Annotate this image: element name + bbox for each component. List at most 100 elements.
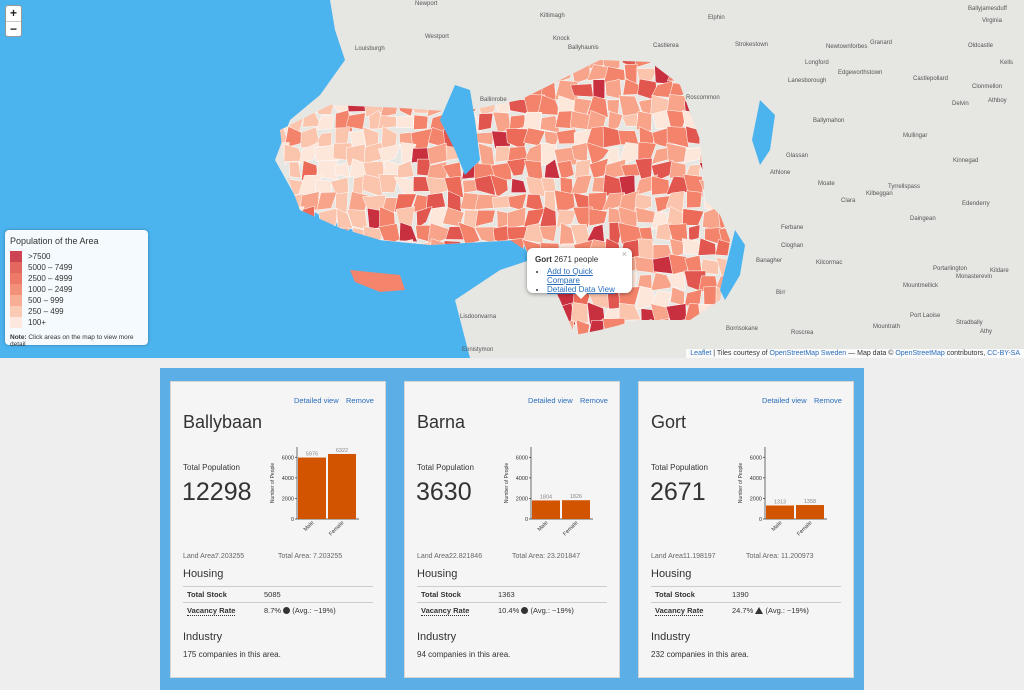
map-area xyxy=(618,302,642,321)
legend-item: 2500 – 4999 xyxy=(10,273,143,284)
map-area xyxy=(666,271,686,291)
map-area xyxy=(554,110,576,130)
stock-value: 1390 xyxy=(732,590,749,599)
attr-link[interactable]: OpenStreetMap Sweden xyxy=(769,350,847,357)
y-tick-label: 6000 xyxy=(282,455,294,461)
place-label: Stradbally xyxy=(956,320,983,326)
y-tick-label: 4000 xyxy=(516,476,528,482)
y-tick-label: 6000 xyxy=(516,455,528,461)
map-area xyxy=(351,174,366,198)
population-chart: 0 2000 4000 6000 Number of People 1804 Male 182… xyxy=(504,447,593,537)
map[interactable]: Newport Kiltimagh Knock Ballyhaunis Castlere… xyxy=(0,0,1024,358)
detailed-link[interactable]: Detailed view xyxy=(528,396,573,405)
popup-close[interactable]: × xyxy=(621,249,627,259)
place-label: Mullingar xyxy=(903,133,927,139)
legend-item: 500 – 999 xyxy=(10,295,143,306)
vacancy-average: (Avg.: ~19%) xyxy=(530,606,574,615)
land-area-label: Land Area: xyxy=(183,553,217,560)
place-label: Kiltimagh xyxy=(540,13,565,19)
vacancy-label: Vacancy Rate xyxy=(187,606,236,616)
map-area xyxy=(570,174,593,196)
legend-item: 1000 – 2499 xyxy=(10,284,143,295)
map-area xyxy=(288,161,302,179)
place-label: Oldcastle xyxy=(968,43,994,49)
popup-text: 2671 people xyxy=(554,255,599,264)
legend-label: 500 – 999 xyxy=(28,296,64,305)
place-label: Ennistymon xyxy=(462,347,493,353)
note-text: Click areas on the map to view more deta… xyxy=(10,334,134,348)
map-area xyxy=(477,113,494,131)
popup-link[interactable]: Add to Quick Compare xyxy=(547,267,593,285)
attr-link[interactable]: OpenStreetMap xyxy=(895,350,945,357)
map-area xyxy=(585,141,610,166)
place-label: Roscommon xyxy=(686,95,720,101)
industry-text: 232 companies in this area. xyxy=(651,650,749,659)
x-tick-label: Female xyxy=(796,520,813,537)
area-card: Detailed view Remove Barna Total Population… xyxy=(404,381,620,678)
zoom-control: + − xyxy=(5,5,22,37)
area-name: Ballybaan xyxy=(183,412,263,432)
population-chart: 0 2000 4000 6000 Number of People 1313 Male 135… xyxy=(738,447,827,537)
vacancy-row: 8.7% (Avg.: ~19%) xyxy=(264,606,336,615)
vacancy-label: Vacancy Rate xyxy=(655,606,704,616)
zoom-in[interactable]: + xyxy=(9,6,17,20)
detailed-link[interactable]: Detailed view xyxy=(294,396,339,405)
place-label: Castlepollard xyxy=(913,76,948,82)
y-tick-label: 4000 xyxy=(750,476,762,482)
remove-link[interactable]: Remove xyxy=(346,396,374,405)
popup-link[interactable]: Detailed Data View xyxy=(547,285,615,294)
remove-link[interactable]: Remove xyxy=(814,396,842,405)
place-label: Clonmellon xyxy=(972,84,1002,90)
map-area xyxy=(636,67,659,83)
stock-value: 1363 xyxy=(498,590,515,599)
remove-link[interactable]: Remove xyxy=(580,396,608,405)
map-area xyxy=(457,221,481,245)
y-axis-label: Number of People xyxy=(738,463,744,504)
value-label: 1804 xyxy=(540,494,552,500)
map-area xyxy=(395,115,414,129)
place-label: Roscrea xyxy=(791,330,814,336)
place-label: Port Laoise xyxy=(910,313,941,319)
legend-swatch xyxy=(10,273,22,284)
land-area-value: 11.198197 xyxy=(683,553,716,560)
map-area xyxy=(506,157,527,177)
check-icon xyxy=(283,607,291,614)
y-axis-label: Number of People xyxy=(270,463,276,504)
zoom-out[interactable]: − xyxy=(6,21,21,36)
place-label: Elphin xyxy=(708,15,725,21)
island xyxy=(350,270,405,292)
y-tick-label: 2000 xyxy=(750,496,762,502)
attribution: Leaflet | Tiles courtesy of OpenStreetMa… xyxy=(686,349,1024,358)
map-area xyxy=(416,205,433,229)
legend-swatch xyxy=(10,306,22,317)
bar xyxy=(562,500,590,519)
population-value: 12298 xyxy=(182,478,252,506)
map-area xyxy=(316,191,338,211)
place-label: Ballymahon xyxy=(813,118,844,124)
attr-link[interactable]: CC-BY-SA xyxy=(987,350,1020,357)
industry-title: Industry xyxy=(417,631,457,643)
legend: Population of the Area >7500 5000 – 7499 25… xyxy=(5,230,148,348)
legend-label: 1000 – 2499 xyxy=(28,285,73,294)
legend-label: 250 – 499 xyxy=(28,307,64,316)
place-label: Lanesborough xyxy=(788,78,826,84)
legend-swatch xyxy=(10,284,22,295)
vacancy-value: 24.7% xyxy=(732,606,754,615)
map-area xyxy=(700,258,719,275)
map-area xyxy=(688,224,701,242)
lake xyxy=(752,100,775,165)
map-area xyxy=(570,301,589,324)
place-label: Borrisokane xyxy=(726,326,759,332)
map-area xyxy=(570,83,594,98)
map-area xyxy=(601,60,621,70)
warning-icon xyxy=(755,607,764,614)
total-area-label: Total Area: xyxy=(512,553,546,560)
attr-link[interactable]: Leaflet xyxy=(690,350,712,357)
place-label: Louisburgh xyxy=(355,46,385,52)
y-tick-label: 6000 xyxy=(750,455,762,461)
detailed-link[interactable]: Detailed view xyxy=(762,396,807,405)
area-name: Gort xyxy=(651,412,687,432)
legend-item: 5000 – 7499 xyxy=(10,262,143,273)
bar xyxy=(766,505,794,519)
